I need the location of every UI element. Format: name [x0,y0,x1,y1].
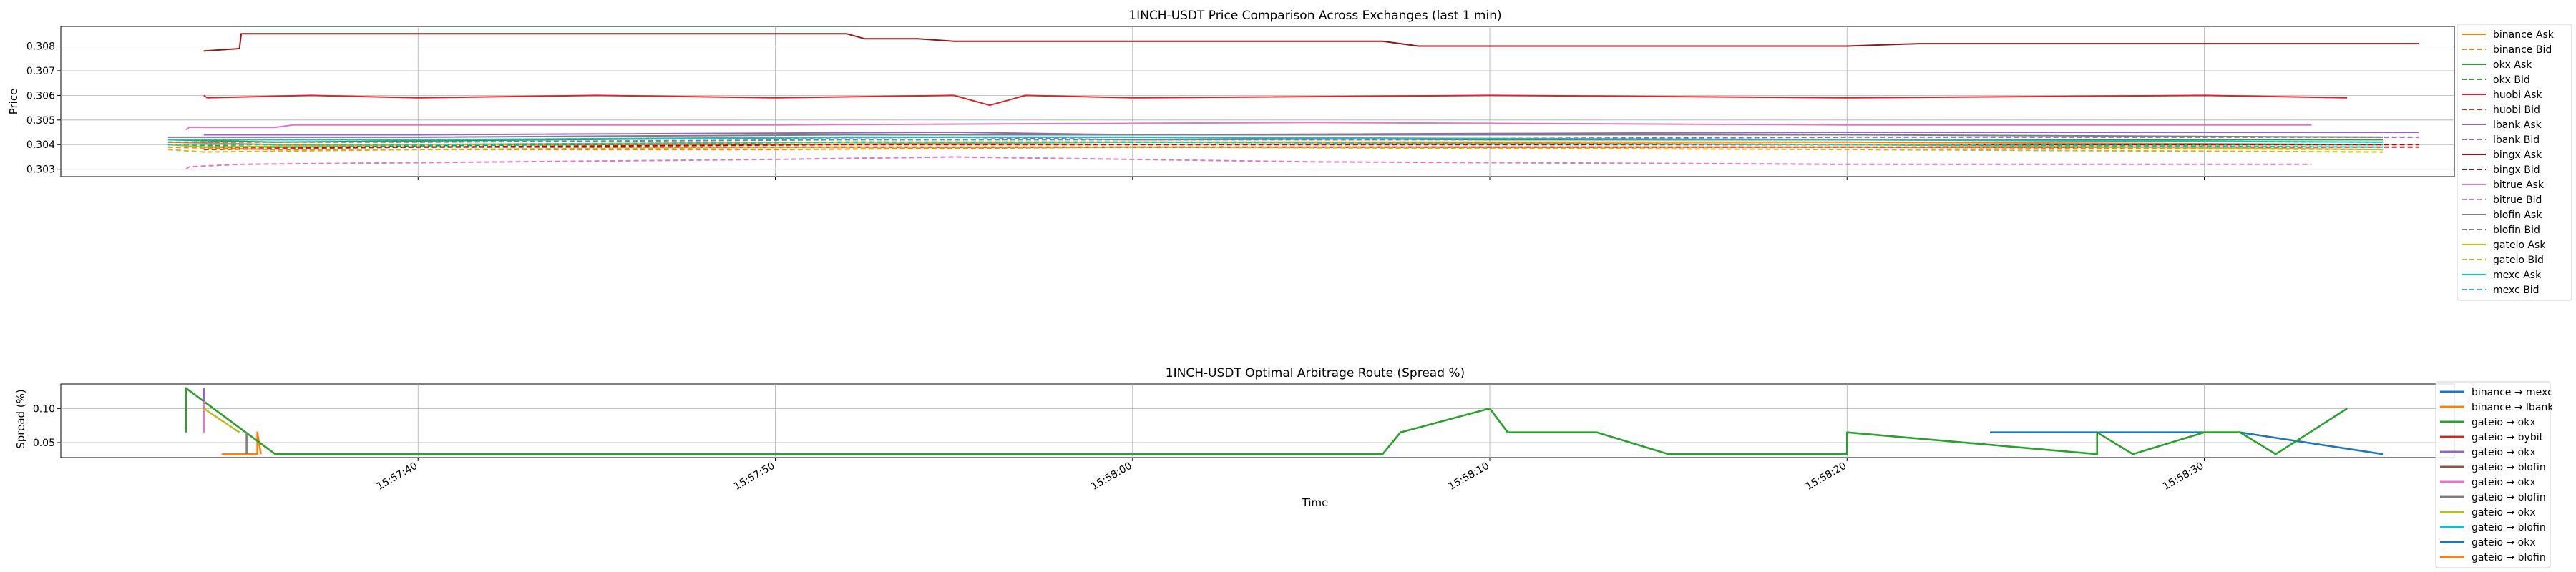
spread-chart-title: 1INCH-USDT Optimal Arbitrage Route (Spre… [1166,366,1465,380]
legend-entry: gateio → okx [2472,477,2536,488]
y-tick-label: 0.306 [26,90,55,102]
x-tick-label: 15:58:10 [1447,460,1491,493]
legend-entry: huobi Bid [2493,104,2540,116]
price-panel: 1INCH-USDT Price Comparison Across Excha… [7,9,2572,301]
legend-entry: gateio → okx [2472,447,2536,458]
price-plot-frame [60,26,2455,177]
price-chart-title: 1INCH-USDT Price Comparison Across Excha… [1128,9,1501,23]
legend-entry: binance Ask [2493,29,2555,41]
legend-entry: gateio → blofin [2472,522,2546,533]
series-line-bingx-ask [203,33,2419,52]
legend-entry: binance Bid [2493,44,2552,56]
spread-y-ticks: 0.05 0.10 [33,403,61,449]
y-tick-label: 0.308 [26,41,55,53]
y-tick-label: 0.303 [26,164,55,176]
price-y-ticks: 0.303 0.304 0.305 0.306 0.307 0.308 [26,41,61,176]
legend-entry: mexc Ask [2493,270,2542,281]
series-line-bitrue-ask [185,122,2312,131]
legend-entry: gateio → okx [2472,507,2536,518]
legend-box [2457,24,2572,301]
spread-series [185,387,2384,455]
series-line-blofin-ask [167,134,2384,138]
legend-entry: binance → mexc [2472,387,2553,398]
price-legend: binance Ask binance Bid okx Ask okx Bid huob… [2457,24,2572,301]
legend-entry: lbank Ask [2493,119,2542,131]
legend-entry: bitrue Bid [2493,194,2542,206]
legend-entry: gateio Ask [2493,240,2546,251]
spread-grid [61,384,2454,458]
series-line-binance-bid [167,146,2384,151]
legend-entry: bitrue Ask [2493,179,2545,191]
legend-entry: bingx Bid [2493,164,2540,176]
legend-entry: gateio → okx [2472,537,2536,548]
price-series [167,33,2419,170]
series-line-gateio-to-okx [203,408,240,433]
legend-entry: lbank Bid [2493,134,2540,146]
legend-entry: blofin Bid [2493,225,2540,236]
spread-panel: 1INCH-USDT Optimal Arbitrage Route (Spre… [14,366,2554,568]
y-tick-label: 0.05 [33,438,55,449]
price-grid [61,26,2454,177]
x-tick-label: 15:57:40 [375,460,419,493]
legend-entry: okx Ask [2493,59,2532,71]
series-line-huobi-ask [203,94,2348,107]
price-y-axis-label: Price [7,89,20,115]
legend-entry: mexc Bid [2493,285,2540,296]
legend-box [2435,381,2551,568]
legend-entry: gateio → bybit [2472,432,2544,443]
x-tick-label: 15:58:20 [1804,460,1848,493]
spread-x-axis-label: Time [1302,496,1329,509]
legend-entry: okx Bid [2493,74,2530,86]
legend-entry: bingx Ask [2493,149,2542,161]
series-line-gateio-to-okx [185,387,2348,455]
legend-entry: huobi Ask [2493,89,2542,101]
spread-plot-frame [60,383,2455,458]
series-line-binance-to-lbank [221,431,262,455]
x-tick-label: 15:58:30 [2161,460,2205,493]
spread-x-ticks: 15:57:40 15:57:50 15:58:00 15:58:10 15:58:20… [375,458,2206,493]
x-tick-label: 15:57:50 [732,460,776,493]
x-tick-label: 15:58:00 [1089,460,1133,493]
series-line-gateio-bid [167,146,2384,153]
series-line-lbank-ask [203,132,2419,136]
series-line-mexc-ask [167,136,2384,143]
y-tick-label: 0.307 [26,66,55,77]
series-line-blofin-bid [167,139,2384,143]
legend-entry: gateio → blofin [2472,552,2546,563]
legend-entry: blofin Ask [2493,209,2542,221]
legend-entry: gateio → okx [2472,417,2536,428]
price-x-ticks [417,177,2205,180]
legend-entry: gateio Bid [2493,255,2544,266]
y-tick-label: 0.304 [26,139,55,151]
legend-entry: binance → lbank [2472,402,2554,413]
series-line-bitrue-bid [185,156,2312,170]
legend-entry: gateio → blofin [2472,462,2546,473]
y-tick-label: 0.305 [26,115,55,127]
spread-legend: binance → mexc binance → lbank gateio → ok… [2435,381,2554,568]
series-line-mexc-bid [167,141,2384,148]
spread-y-axis-label: Spread (%) [14,389,27,449]
y-tick-label: 0.10 [33,403,55,415]
legend-entry: gateio → blofin [2472,492,2546,503]
